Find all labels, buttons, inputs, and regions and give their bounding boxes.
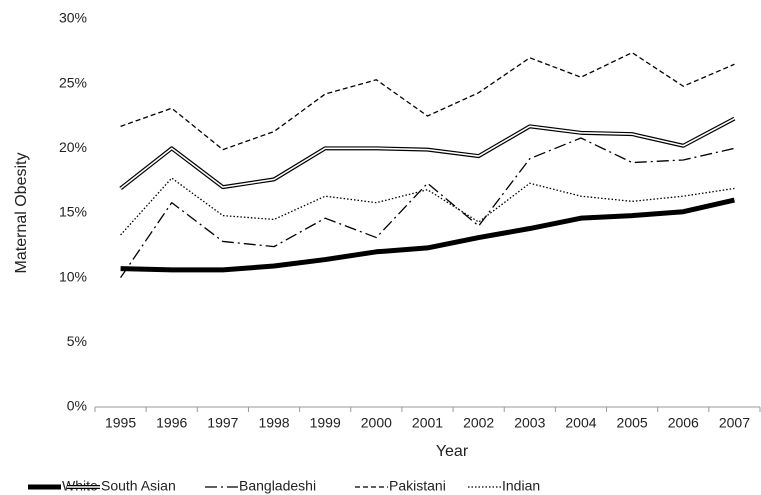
legend-label: Bangladeshi [239, 478, 316, 494]
x-tick-label: 2000 [361, 415, 392, 431]
y-tick-label: 5% [67, 333, 87, 349]
legend-label: Indian [502, 478, 540, 494]
y-axis-title: Maternal Obesity [13, 153, 30, 274]
line-series [120, 197, 735, 273]
x-tick-label: 2001 [412, 415, 443, 431]
y-tick-label: 20% [59, 139, 87, 155]
y-tick-label: 10% [59, 268, 87, 284]
x-tick-label: 2004 [565, 415, 596, 431]
y-tick-label: 15% [59, 204, 87, 220]
x-tick-label: 1999 [310, 415, 341, 431]
y-tick-label: 30% [59, 10, 87, 26]
line-series [120, 137, 735, 279]
line-series-inner [120, 117, 735, 190]
x-tick-label: 1998 [258, 415, 289, 431]
line-series [120, 177, 735, 236]
line-series [120, 51, 735, 151]
x-tick-label: 2006 [668, 415, 699, 431]
x-tick-label: 2005 [617, 415, 648, 431]
x-tick-label: 2003 [514, 415, 545, 431]
x-axis-title: Year [436, 443, 469, 460]
line-series [119, 116, 736, 191]
x-tick-label: 1995 [105, 415, 136, 431]
legend-label: Pakistani [389, 478, 446, 494]
x-tick-label: 1996 [156, 415, 187, 431]
y-tick-label: 0% [67, 398, 87, 414]
legend-label: South Asian [101, 478, 176, 494]
x-tick-label: 1997 [207, 415, 238, 431]
x-tick-label: 2002 [463, 415, 494, 431]
y-tick-label: 25% [59, 74, 87, 90]
x-tick-label: 2007 [719, 415, 750, 431]
